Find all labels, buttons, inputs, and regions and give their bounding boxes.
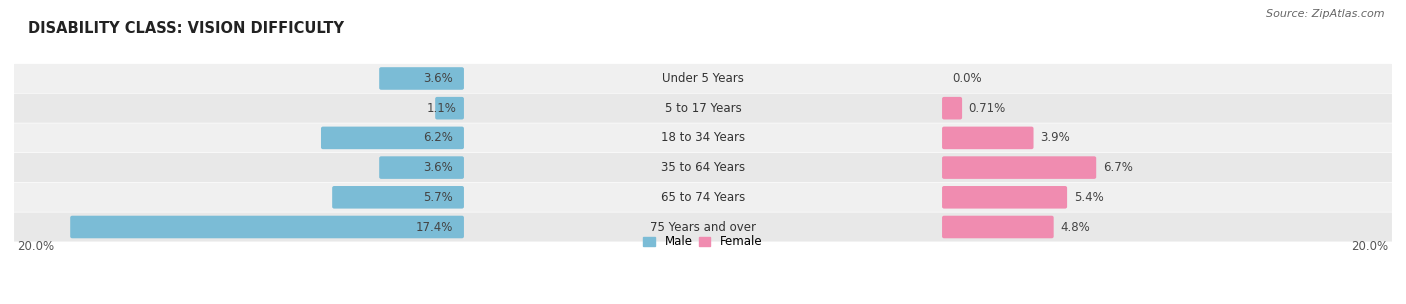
Text: 0.71%: 0.71% bbox=[969, 102, 1005, 115]
FancyBboxPatch shape bbox=[14, 94, 1392, 123]
Text: 6.2%: 6.2% bbox=[423, 131, 453, 144]
Text: Source: ZipAtlas.com: Source: ZipAtlas.com bbox=[1267, 9, 1385, 19]
Text: 1.1%: 1.1% bbox=[427, 102, 457, 115]
FancyBboxPatch shape bbox=[942, 97, 962, 119]
FancyBboxPatch shape bbox=[321, 126, 464, 149]
FancyBboxPatch shape bbox=[380, 67, 464, 90]
Text: 6.7%: 6.7% bbox=[1102, 161, 1133, 174]
Text: 0.0%: 0.0% bbox=[953, 72, 983, 85]
FancyBboxPatch shape bbox=[14, 123, 1392, 152]
FancyBboxPatch shape bbox=[942, 126, 1033, 149]
FancyBboxPatch shape bbox=[942, 186, 1067, 209]
Legend: Male, Female: Male, Female bbox=[638, 231, 768, 253]
FancyBboxPatch shape bbox=[14, 183, 1392, 212]
Text: 65 to 74 Years: 65 to 74 Years bbox=[661, 191, 745, 204]
Text: 4.8%: 4.8% bbox=[1060, 220, 1090, 233]
Text: 3.6%: 3.6% bbox=[423, 72, 453, 85]
FancyBboxPatch shape bbox=[942, 216, 1053, 238]
FancyBboxPatch shape bbox=[332, 186, 464, 209]
FancyBboxPatch shape bbox=[70, 216, 464, 238]
FancyBboxPatch shape bbox=[380, 156, 464, 179]
FancyBboxPatch shape bbox=[14, 64, 1392, 93]
Text: 18 to 34 Years: 18 to 34 Years bbox=[661, 131, 745, 144]
Text: 3.9%: 3.9% bbox=[1040, 131, 1070, 144]
Text: Under 5 Years: Under 5 Years bbox=[662, 72, 744, 85]
Text: 5.7%: 5.7% bbox=[423, 191, 453, 204]
Text: 20.0%: 20.0% bbox=[1351, 240, 1389, 253]
Text: 5 to 17 Years: 5 to 17 Years bbox=[665, 102, 741, 115]
FancyBboxPatch shape bbox=[14, 153, 1392, 182]
FancyBboxPatch shape bbox=[14, 212, 1392, 242]
Text: DISABILITY CLASS: VISION DIFFICULTY: DISABILITY CLASS: VISION DIFFICULTY bbox=[28, 21, 344, 36]
Text: 17.4%: 17.4% bbox=[416, 220, 453, 233]
Text: 75 Years and over: 75 Years and over bbox=[650, 220, 756, 233]
Text: 20.0%: 20.0% bbox=[17, 240, 55, 253]
Text: 5.4%: 5.4% bbox=[1074, 191, 1104, 204]
Text: 35 to 64 Years: 35 to 64 Years bbox=[661, 161, 745, 174]
FancyBboxPatch shape bbox=[942, 156, 1097, 179]
FancyBboxPatch shape bbox=[436, 97, 464, 119]
Text: 3.6%: 3.6% bbox=[423, 161, 453, 174]
